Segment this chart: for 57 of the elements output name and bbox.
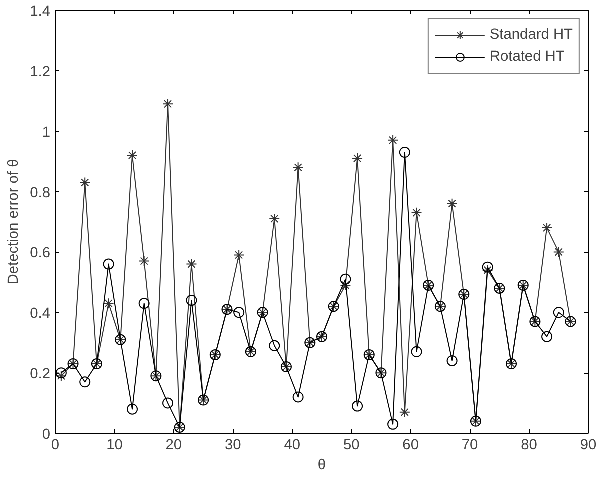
point	[292, 392, 304, 403]
point	[269, 340, 280, 352]
x-tick-label: 30	[225, 438, 242, 454]
point	[399, 147, 410, 158]
point	[138, 256, 150, 267]
x-tick-label: 80	[521, 438, 538, 454]
point	[388, 418, 399, 430]
point	[103, 298, 114, 310]
x-tick-label: 10	[106, 438, 123, 454]
point	[411, 207, 422, 218]
y-tick-label: 0.4	[30, 306, 50, 322]
y-tick-label: 0.8	[30, 185, 50, 202]
point	[482, 262, 494, 273]
y-tick-label: 0.2	[30, 366, 50, 383]
point	[388, 134, 399, 146]
point	[56, 370, 67, 382]
point	[542, 331, 553, 342]
point	[553, 307, 564, 318]
point	[553, 246, 564, 258]
point	[80, 177, 91, 188]
point	[56, 368, 67, 379]
legend-label: Rotated HT	[490, 49, 565, 65]
y-tick-label: 1.2	[30, 64, 50, 80]
x-tick-label: 20	[166, 438, 182, 454]
point	[446, 198, 458, 210]
x-axis-title: θ	[318, 458, 326, 474]
y-tick-label: 0	[42, 427, 51, 443]
point	[126, 404, 138, 415]
y-axis-title: Detection error of θ	[6, 159, 22, 285]
point	[269, 213, 280, 224]
x-tick-label: 50	[343, 438, 360, 454]
y-tick-label: 0.6	[30, 246, 50, 262]
point	[482, 264, 494, 276]
x-tick-label: 90	[580, 438, 597, 454]
point	[162, 98, 174, 110]
point	[446, 355, 458, 366]
y-tick-label: 1.4	[30, 4, 50, 20]
x-tick-label: 60	[402, 438, 419, 454]
point	[234, 250, 245, 261]
point	[352, 153, 364, 164]
point	[138, 298, 150, 310]
point	[399, 406, 410, 418]
x-tick-label: 40	[284, 438, 301, 454]
y-tick-label: 1	[42, 124, 51, 141]
point	[340, 274, 352, 285]
point	[234, 307, 245, 318]
legend-label: Standard HT	[490, 27, 573, 43]
point	[292, 162, 304, 174]
point	[80, 376, 91, 388]
point	[352, 400, 364, 412]
point	[103, 258, 114, 270]
x-tick-label: 70	[462, 438, 478, 454]
point	[186, 258, 198, 270]
point	[162, 398, 174, 409]
point	[542, 222, 553, 234]
point	[186, 295, 198, 306]
point	[411, 346, 422, 358]
